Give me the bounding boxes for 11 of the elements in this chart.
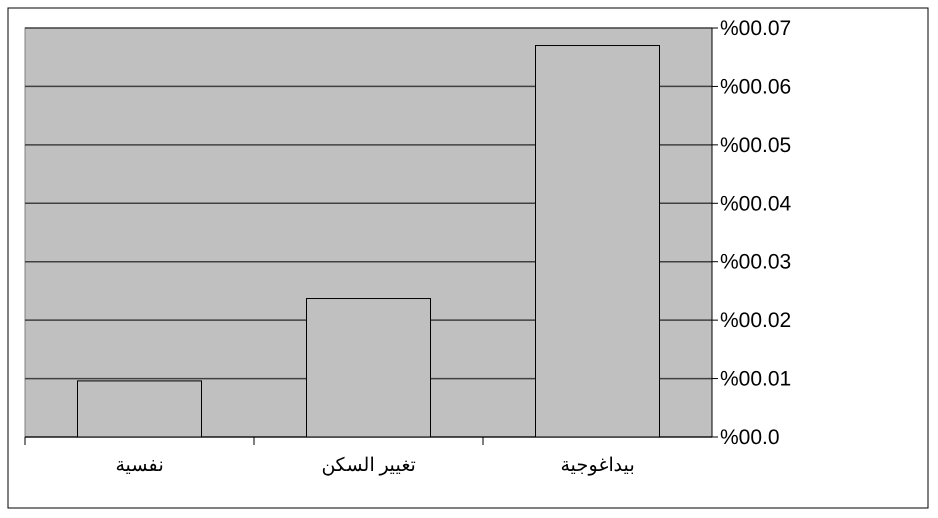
- x-tick-label: نفسية: [116, 455, 164, 476]
- y-tick-label: %00.06: [720, 75, 792, 98]
- y-tick-label: %00.01: [720, 368, 792, 391]
- y-tick-label: %00.07: [720, 17, 792, 40]
- x-tick-label: تغيير السكن: [321, 455, 416, 476]
- y-tick-label: %00.04: [720, 192, 792, 216]
- y-tick-label: %00.02: [720, 309, 792, 332]
- y-tick-label: %00.03: [720, 250, 792, 274]
- x-tick-label: بيداغوجية: [560, 455, 634, 476]
- y-tick-label: %00.0: [720, 426, 780, 449]
- y-tick-label: %00.05: [720, 134, 792, 157]
